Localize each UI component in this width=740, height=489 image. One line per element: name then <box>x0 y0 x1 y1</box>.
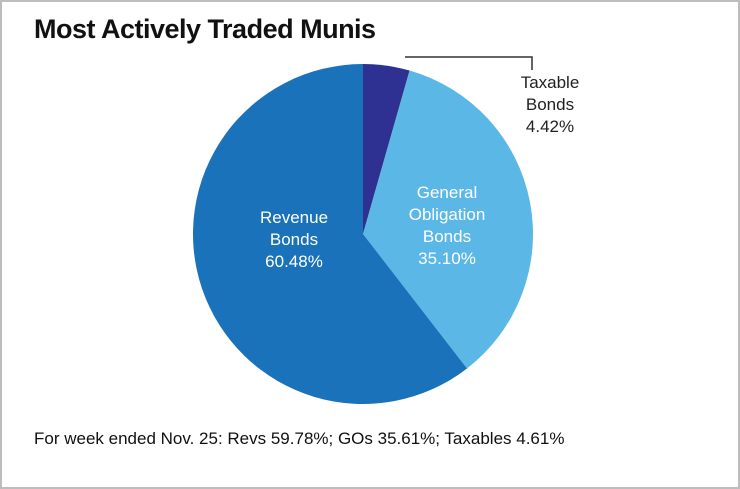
slice-label: General Obligation Bonds 35.10% <box>387 182 507 270</box>
pie-slice <box>363 64 410 234</box>
footnote: For week ended Nov. 25: Revs 59.78%; GOs… <box>34 429 565 448</box>
chart-title: Most Actively Traded Munis <box>34 14 376 44</box>
slice-name: Taxable Bonds <box>520 73 580 114</box>
slice-name: General Obligation Bonds <box>408 183 486 246</box>
slice-label: Revenue Bonds 60.48% <box>234 207 354 273</box>
callout-line <box>405 56 533 70</box>
slice-value: 4.42% <box>525 117 575 136</box>
slice-value: 60.48% <box>265 252 323 271</box>
slice-value: 35.10% <box>418 249 476 268</box>
pie-slice <box>363 70 533 369</box>
slice-label: Taxable Bonds 4.42% <box>500 72 600 138</box>
slice-name: Revenue Bonds <box>259 208 329 249</box>
pie-slice <box>192 64 468 404</box>
